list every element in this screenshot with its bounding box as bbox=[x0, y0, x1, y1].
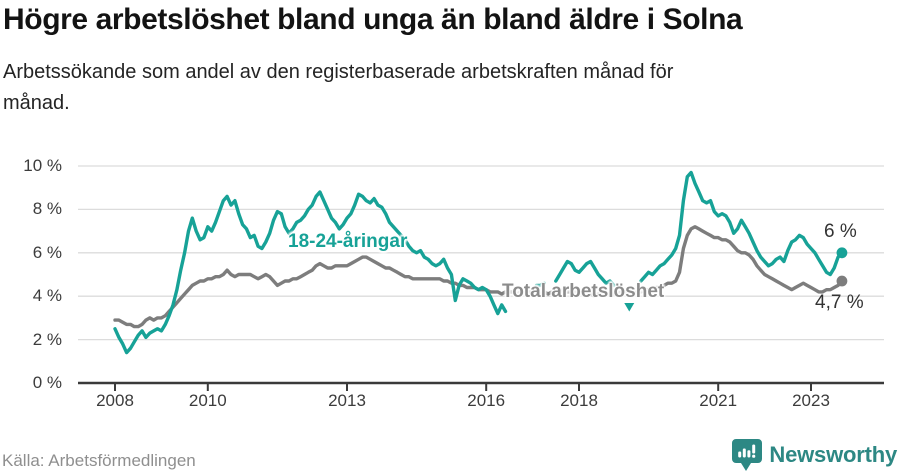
y-tick-label: 8 % bbox=[32, 199, 62, 219]
newsworthy-wordmark: Newsworthy bbox=[769, 442, 897, 467]
newsworthy-bar-chart-icon bbox=[732, 439, 763, 471]
end-value-label-total: 4,7 % bbox=[815, 292, 864, 313]
y-tick-label: 0 % bbox=[32, 373, 62, 392]
x-tick-label: 2010 bbox=[188, 391, 227, 410]
y-tick-label: 2 % bbox=[32, 329, 62, 349]
x-tick-label: 2016 bbox=[467, 391, 506, 410]
y-tick-label: 10 % bbox=[23, 156, 62, 175]
x-tick-label: 2018 bbox=[560, 391, 598, 410]
isolated-point-youth bbox=[624, 303, 635, 312]
chart-title: Högre arbetslöshet bland unga än bland ä… bbox=[3, 3, 743, 36]
x-tick-label: 2021 bbox=[699, 391, 738, 410]
chart-subtitle-line2: månad. bbox=[3, 92, 70, 114]
end-dot-total bbox=[836, 275, 848, 287]
series-line-total bbox=[113, 225, 844, 329]
chart-subtitle-line1: Arbetssökande som andel av den registerb… bbox=[3, 61, 674, 83]
end-dot-youth bbox=[836, 247, 848, 259]
end-value-label-youth: 6 % bbox=[824, 221, 857, 242]
source-note: Källa: Arbetsförmedlingen bbox=[2, 451, 196, 470]
series-label-youth: 18-24-åringar bbox=[288, 231, 408, 252]
series-line-youth bbox=[113, 170, 844, 355]
x-tick-label: 2023 bbox=[792, 391, 830, 410]
y-tick-label: 6 % bbox=[32, 242, 62, 262]
newsworthy-logo: Newsworthy bbox=[732, 438, 897, 472]
x-tick-label: 2013 bbox=[328, 391, 366, 410]
y-tick-label: 4 % bbox=[32, 286, 62, 306]
x-tick-label: 2008 bbox=[96, 391, 134, 410]
chart-subtitle: Arbetssökande som andel av den registerb… bbox=[3, 57, 673, 119]
series-label-total: Total arbetslöshet bbox=[502, 281, 665, 302]
